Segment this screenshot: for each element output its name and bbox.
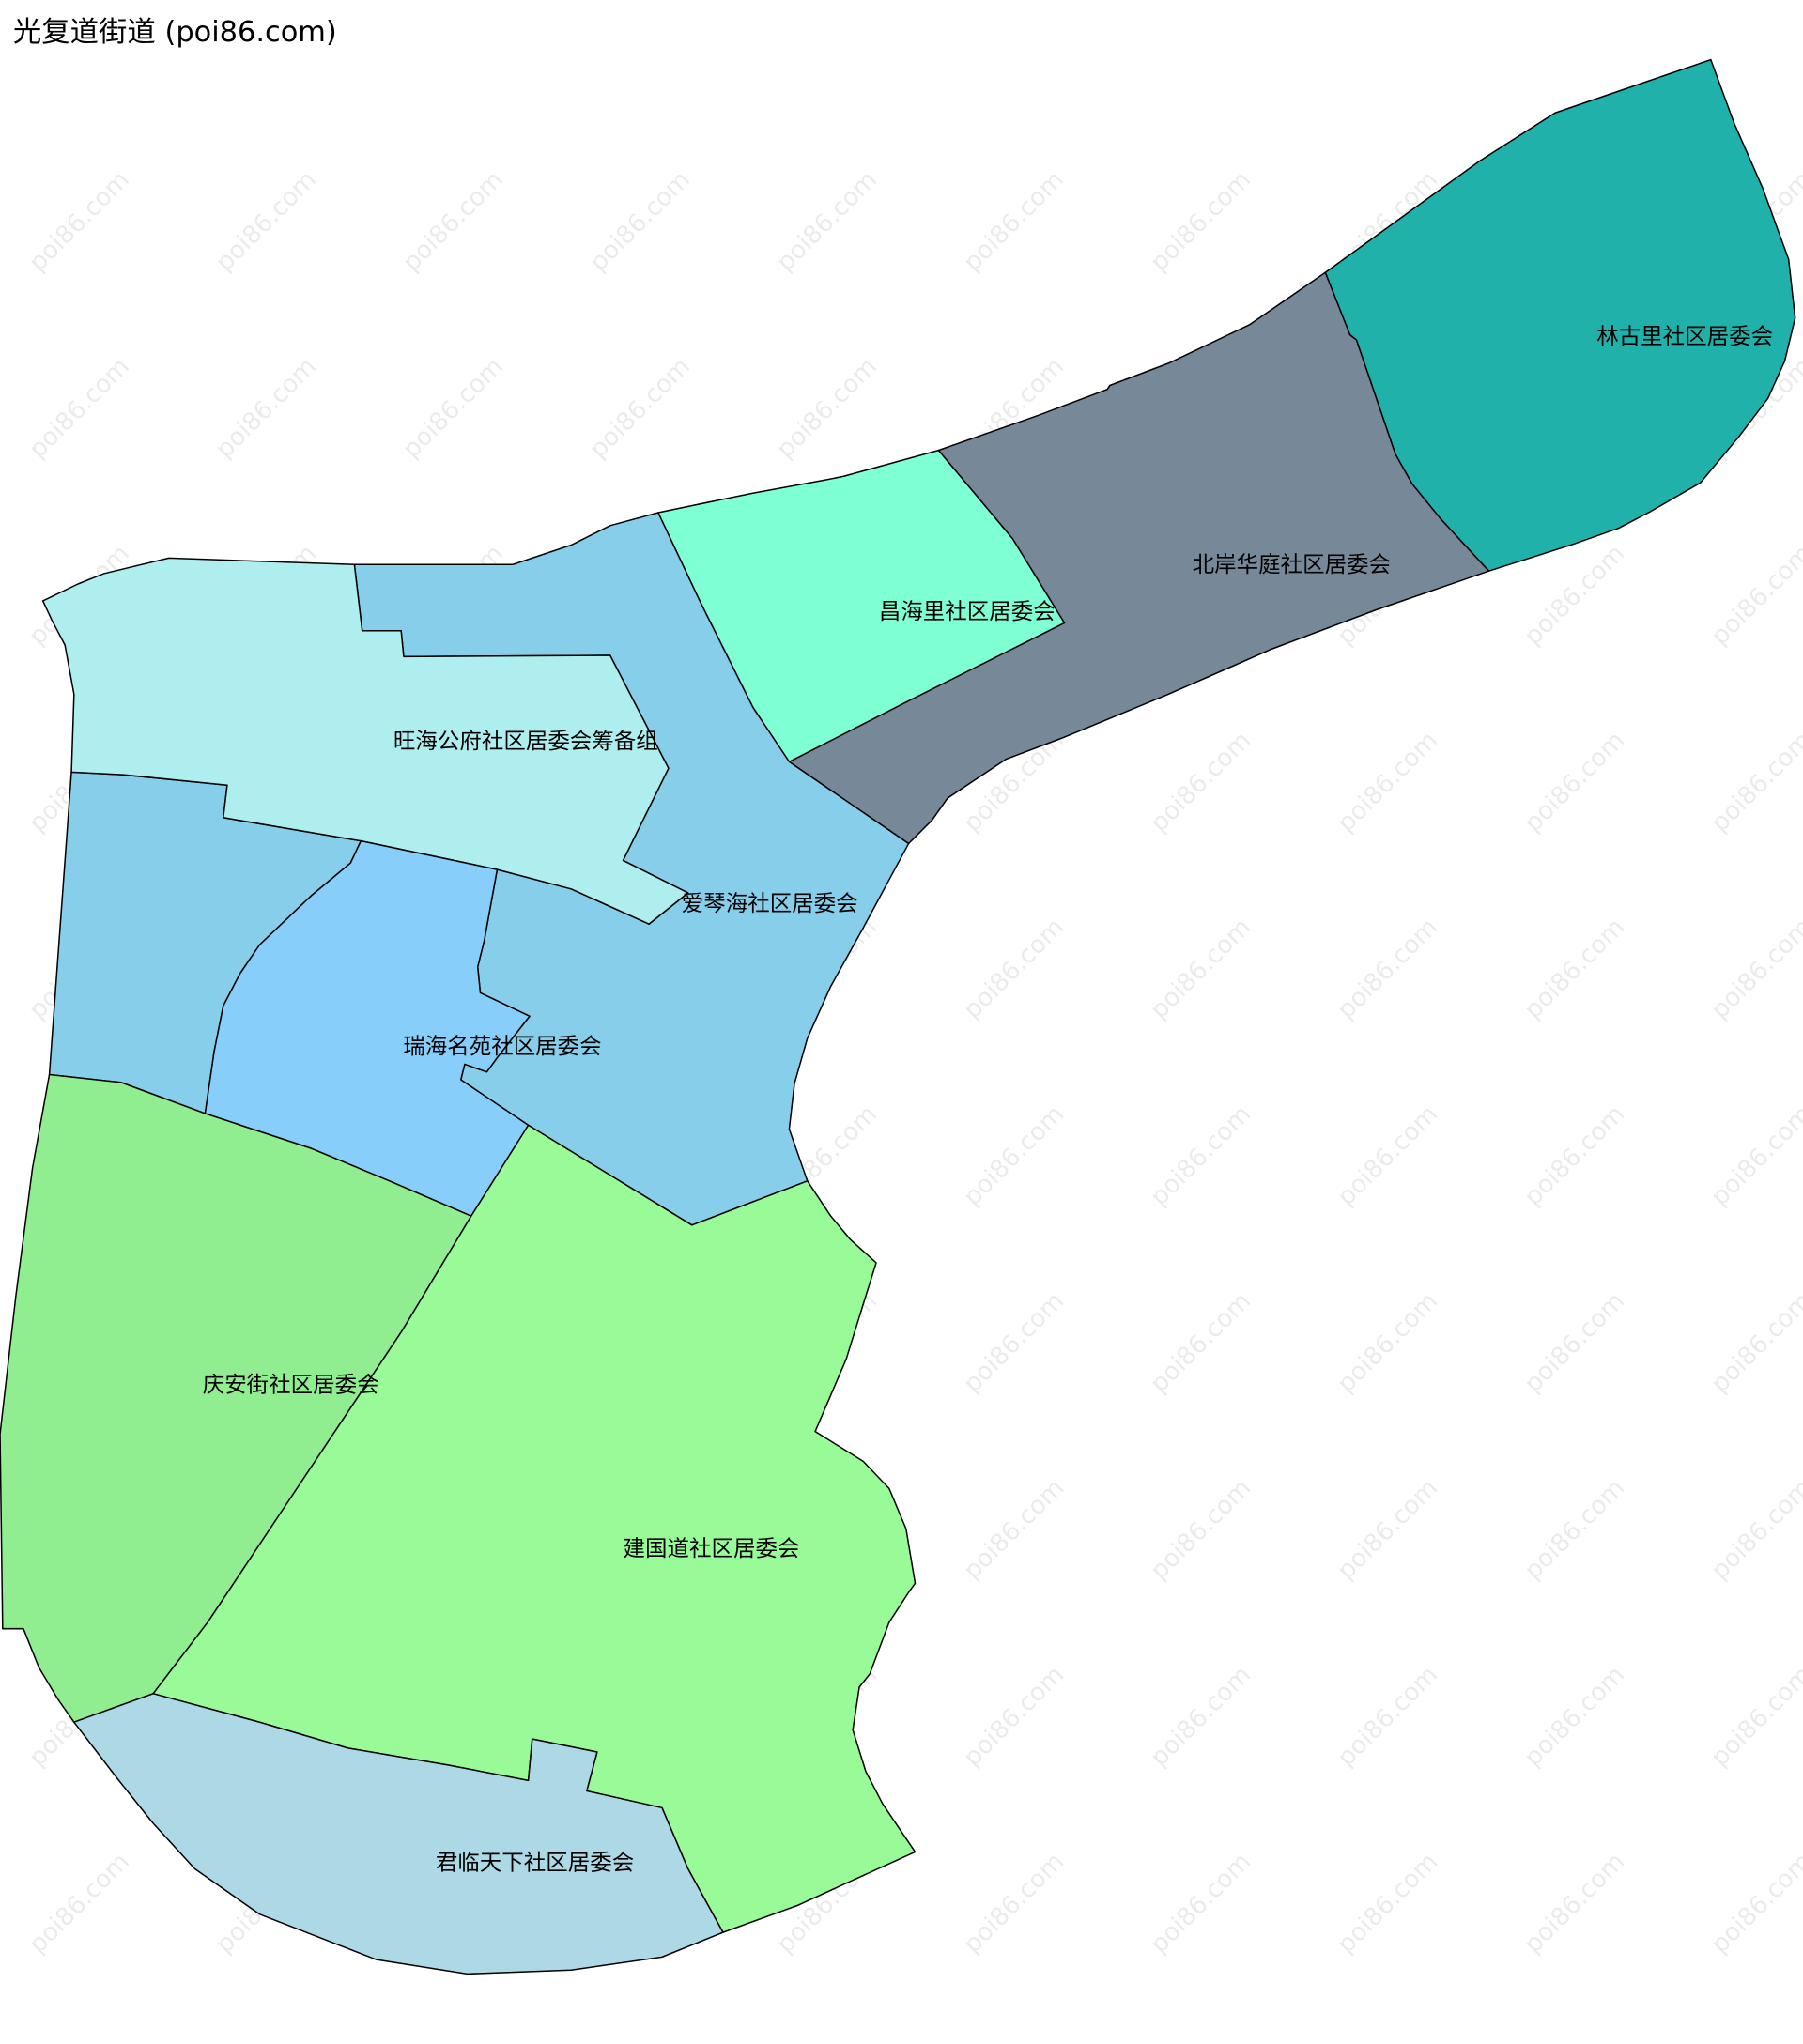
watermark-text: poi86.com bbox=[1333, 1661, 1444, 1773]
label-linguli: 林古里社区居委会 bbox=[1596, 323, 1773, 349]
watermark-text: poi86.com bbox=[210, 353, 322, 465]
region-labels: 林古里社区居委会 北岸华庭社区居委会 昌海里社区居委会 爱琴海社区居委会 旺海公… bbox=[203, 323, 1773, 1875]
watermark-text: poi86.com bbox=[958, 1100, 1070, 1212]
map-title: 光复道街道 (poi86.com) bbox=[13, 16, 337, 49]
watermark-text: poi86.com bbox=[958, 1474, 1070, 1586]
label-wanghaigongfu: 旺海公府社区居委会筹备组 bbox=[393, 728, 658, 754]
watermark-text: poi86.com bbox=[1706, 914, 1803, 1025]
label-beianhuating: 北岸华庭社区居委会 bbox=[1193, 551, 1391, 577]
label-changhaili: 昌海里社区居委会 bbox=[879, 598, 1056, 624]
watermark-text: poi86.com bbox=[23, 1848, 135, 1959]
watermark-text: poi86.com bbox=[1145, 1661, 1256, 1773]
watermark-text: poi86.com bbox=[210, 166, 322, 278]
watermark-text: poi86.com bbox=[958, 1848, 1070, 1959]
region-junlintianxia[interactable] bbox=[73, 1693, 724, 1975]
watermark-text: poi86.com bbox=[1706, 1474, 1803, 1586]
watermark-text: poi86.com bbox=[397, 353, 509, 465]
label-aiqinhai: 爱琴海社区居委会 bbox=[682, 890, 858, 916]
watermark-text: poi86.com bbox=[584, 166, 696, 278]
watermark-text: poi86.com bbox=[23, 353, 135, 465]
watermark-text: poi86.com bbox=[1145, 166, 1256, 278]
watermark-text: poi86.com bbox=[1706, 727, 1803, 838]
watermark-text: poi86.com bbox=[23, 166, 135, 278]
watermark-text: poi86.com bbox=[958, 914, 1070, 1025]
watermark-text: poi86.com bbox=[1145, 1848, 1256, 1959]
watermark-text: poi86.com bbox=[1706, 1661, 1803, 1773]
label-qinganjie: 庆安街社区居委会 bbox=[203, 1372, 379, 1398]
watermark-text: poi86.com bbox=[1706, 1100, 1803, 1212]
watermark-text: poi86.com bbox=[1706, 540, 1803, 652]
label-jianguodao: 建国道社区居委会 bbox=[624, 1535, 800, 1561]
label-ruihaimingyuan: 瑞海名苑社区居委会 bbox=[403, 1033, 601, 1059]
watermark-text: poi86.com bbox=[958, 1661, 1070, 1773]
watermark-text: poi86.com bbox=[771, 166, 883, 278]
watermark-text: poi86.com bbox=[1333, 1848, 1444, 1959]
watermark-text: poi86.com bbox=[1706, 1848, 1803, 1959]
watermark-text: poi86.com bbox=[1145, 1100, 1256, 1212]
watermark-text: poi86.com bbox=[1333, 1287, 1444, 1399]
watermark-text: poi86.com bbox=[1145, 727, 1256, 838]
watermark-text: poi86.com bbox=[1333, 1100, 1444, 1212]
watermark-text: poi86.com bbox=[1333, 727, 1444, 838]
watermark-text: poi86.com bbox=[1519, 1287, 1631, 1399]
watermark-text: poi86.com bbox=[1519, 914, 1631, 1025]
watermark-text: poi86.com bbox=[1706, 1287, 1803, 1399]
watermark-text: poi86.com bbox=[1145, 1474, 1256, 1586]
watermark-text: poi86.com bbox=[1519, 727, 1631, 838]
label-junlintianxia: 君临天下社区居委会 bbox=[436, 1849, 634, 1875]
watermark-text: poi86.com bbox=[1333, 1474, 1444, 1586]
watermark-text: poi86.com bbox=[958, 166, 1070, 278]
watermark-text: poi86.com bbox=[1333, 914, 1444, 1025]
watermark-text: poi86.com bbox=[397, 166, 509, 278]
watermark-text: poi86.com bbox=[584, 353, 696, 465]
watermark-text: poi86.com bbox=[1519, 1661, 1631, 1773]
watermark-text: poi86.com bbox=[1519, 1848, 1631, 1959]
watermark-text: poi86.com bbox=[958, 1287, 1070, 1399]
watermark-text: poi86.com bbox=[1145, 1287, 1256, 1399]
watermark-text: poi86.com bbox=[1519, 1474, 1631, 1586]
region-wanghaigongfu[interactable] bbox=[41, 557, 689, 925]
watermark-text: poi86.com bbox=[1519, 1100, 1631, 1212]
watermark-text: poi86.com bbox=[1145, 914, 1256, 1025]
watermark-text: poi86.com bbox=[771, 353, 883, 465]
regions bbox=[0, 58, 1796, 1975]
